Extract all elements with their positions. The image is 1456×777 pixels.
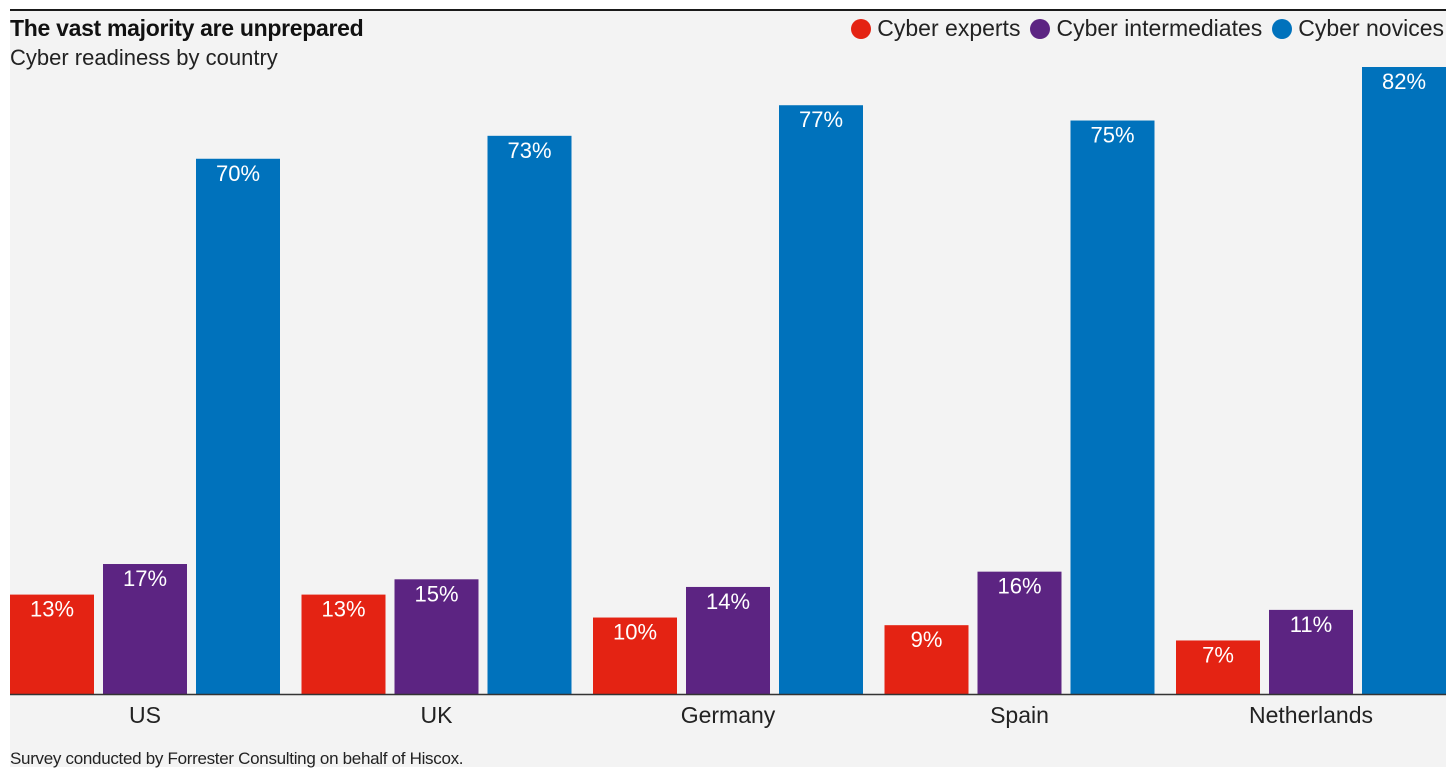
legend-item-intermediates: Cyber intermediates: [1030, 15, 1262, 42]
x-tick-label-us: US: [129, 702, 161, 728]
data-label-us-cyber-intermediates: 17%: [123, 566, 167, 591]
data-label-spain-cyber-experts: 9%: [911, 627, 943, 652]
bar-netherlands-cyber-intermediates: [1269, 609, 1353, 694]
bar-us-cyber-experts: [10, 594, 94, 694]
data-label-netherlands-cyber-experts: 7%: [1202, 642, 1234, 667]
data-label-spain-cyber-novices: 75%: [1090, 123, 1134, 148]
bar-spain-cyber-intermediates: [977, 571, 1062, 694]
data-label-netherlands-cyber-intermediates: 11%: [1290, 612, 1332, 637]
x-tick-label-netherlands: Netherlands: [1249, 702, 1373, 728]
bar-germany-cyber-novices: [779, 105, 863, 695]
chart-subtitle: Cyber readiness by country: [10, 45, 278, 70]
bar-germany-cyber-intermediates: [686, 586, 770, 694]
data-label-germany-cyber-experts: 10%: [613, 620, 657, 645]
top-rule: [10, 9, 1446, 11]
bar-spain-cyber-experts: [884, 625, 969, 694]
legend-swatch-novices: [1272, 18, 1293, 39]
data-label-germany-cyber-intermediates: 14%: [706, 589, 750, 614]
bar-netherlands-cyber-experts: [1176, 640, 1260, 694]
legend-label-intermediates: Cyber intermediates: [1056, 15, 1263, 41]
legend-label-novices: Cyber novices: [1298, 15, 1444, 41]
legend-swatch-intermediates: [1030, 18, 1051, 39]
legend-item-novices: Cyber novices: [1272, 15, 1444, 42]
data-label-uk-cyber-intermediates: 15%: [414, 581, 458, 606]
footnote: Survey conducted by Forrester Consulting…: [10, 749, 464, 768]
data-label-us-cyber-novices: 70%: [216, 161, 260, 186]
legend-item-experts: Cyber experts: [851, 15, 1020, 42]
data-label-netherlands-cyber-novices: 82%: [1382, 69, 1426, 94]
x-tick-label-germany: Germany: [681, 702, 776, 728]
data-label-us-cyber-experts: 13%: [30, 597, 74, 622]
bar-us-cyber-intermediates: [103, 564, 187, 694]
bar-uk-cyber-intermediates: [394, 579, 479, 694]
legend-label-experts: Cyber experts: [877, 15, 1021, 41]
data-label-spain-cyber-intermediates: 16%: [997, 574, 1041, 599]
bar-us-cyber-novices: [196, 158, 280, 694]
bar-netherlands-cyber-novices: [1362, 67, 1446, 694]
bar-germany-cyber-experts: [593, 617, 677, 694]
chart-title: The vast majority are unprepared: [10, 15, 364, 41]
data-label-germany-cyber-novices: 77%: [799, 107, 843, 132]
x-tick-label-uk: UK: [421, 702, 454, 728]
legend-swatch-experts: [851, 18, 872, 39]
x-tick-label-spain: Spain: [990, 702, 1049, 728]
bar-uk-cyber-novices: [487, 135, 572, 694]
legend: Cyber experts Cyber intermediates Cyber …: [841, 15, 1444, 42]
bar-uk-cyber-experts: [301, 594, 386, 694]
data-label-uk-cyber-novices: 73%: [507, 138, 551, 163]
data-label-uk-cyber-experts: 13%: [321, 597, 365, 622]
bar-spain-cyber-novices: [1070, 120, 1155, 694]
